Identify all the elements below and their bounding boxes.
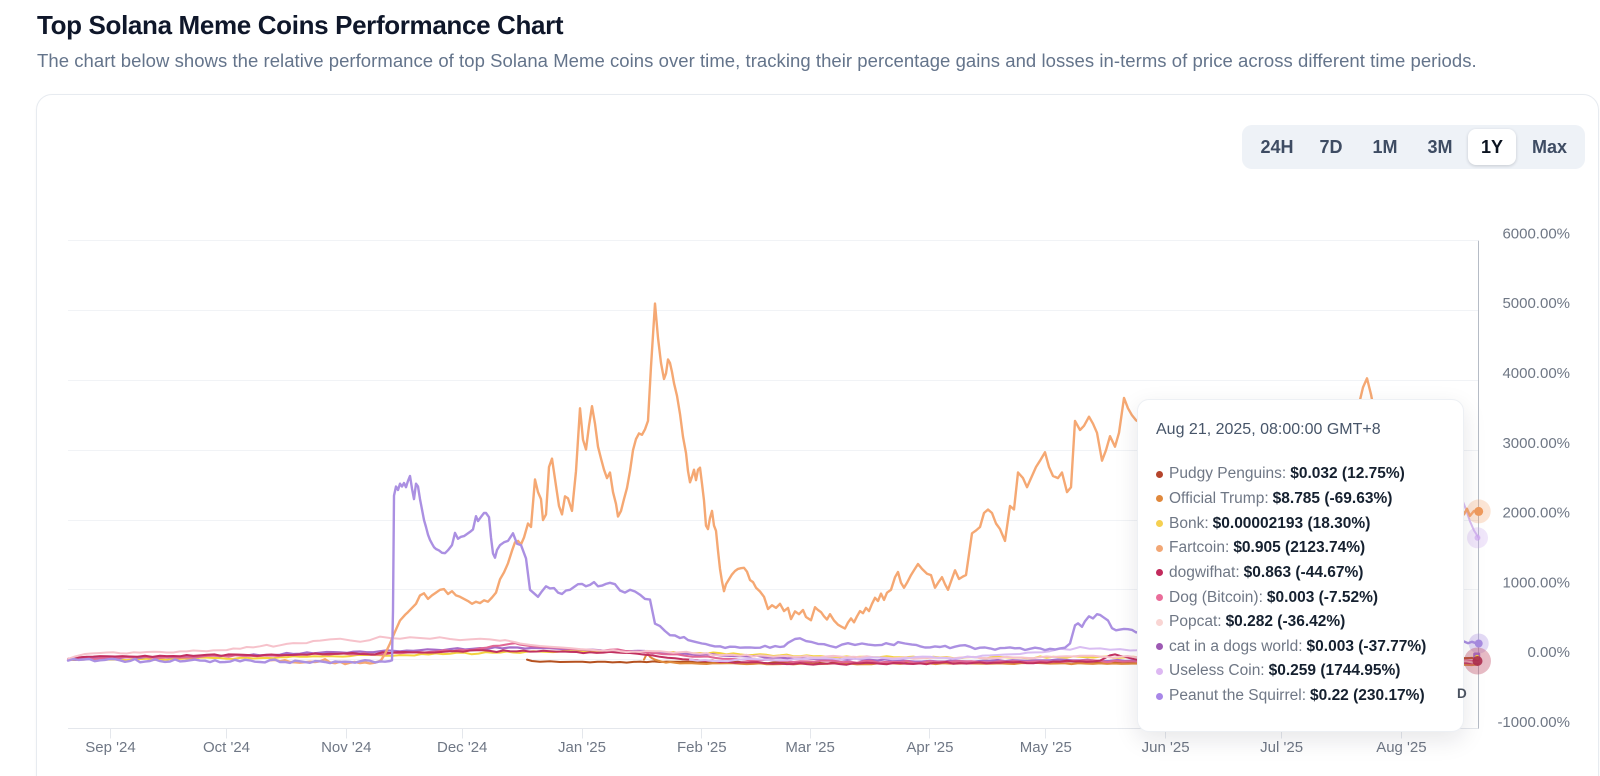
svg-text:Aug '25: Aug '25 — [1376, 739, 1426, 756]
svg-text:Feb '25: Feb '25 — [677, 739, 727, 756]
svg-text:2000.00%: 2000.00% — [1502, 505, 1570, 522]
svg-text:Nov '24: Nov '24 — [321, 739, 371, 756]
svg-text:0.00%: 0.00% — [1527, 644, 1570, 661]
svg-text:Sep '24: Sep '24 — [85, 739, 135, 756]
svg-text:3000.00%: 3000.00% — [1502, 435, 1570, 452]
svg-text:Dec '24: Dec '24 — [437, 739, 487, 756]
svg-text:Oct '24: Oct '24 — [203, 739, 250, 756]
svg-text:5000.00%: 5000.00% — [1502, 295, 1570, 312]
svg-text:6000.00%: 6000.00% — [1502, 225, 1570, 242]
svg-text:Mar '25: Mar '25 — [785, 739, 835, 756]
svg-text:Jun '25: Jun '25 — [1142, 739, 1190, 756]
svg-text:May '25: May '25 — [1020, 739, 1072, 756]
svg-text:1000.00%: 1000.00% — [1502, 574, 1570, 591]
svg-text:-1000.00%: -1000.00% — [1497, 714, 1570, 731]
svg-text:Apr '25: Apr '25 — [906, 739, 953, 756]
svg-text:Jan '25: Jan '25 — [558, 739, 606, 756]
svg-text:Jul '25: Jul '25 — [1260, 739, 1303, 756]
svg-text:4000.00%: 4000.00% — [1502, 365, 1570, 382]
